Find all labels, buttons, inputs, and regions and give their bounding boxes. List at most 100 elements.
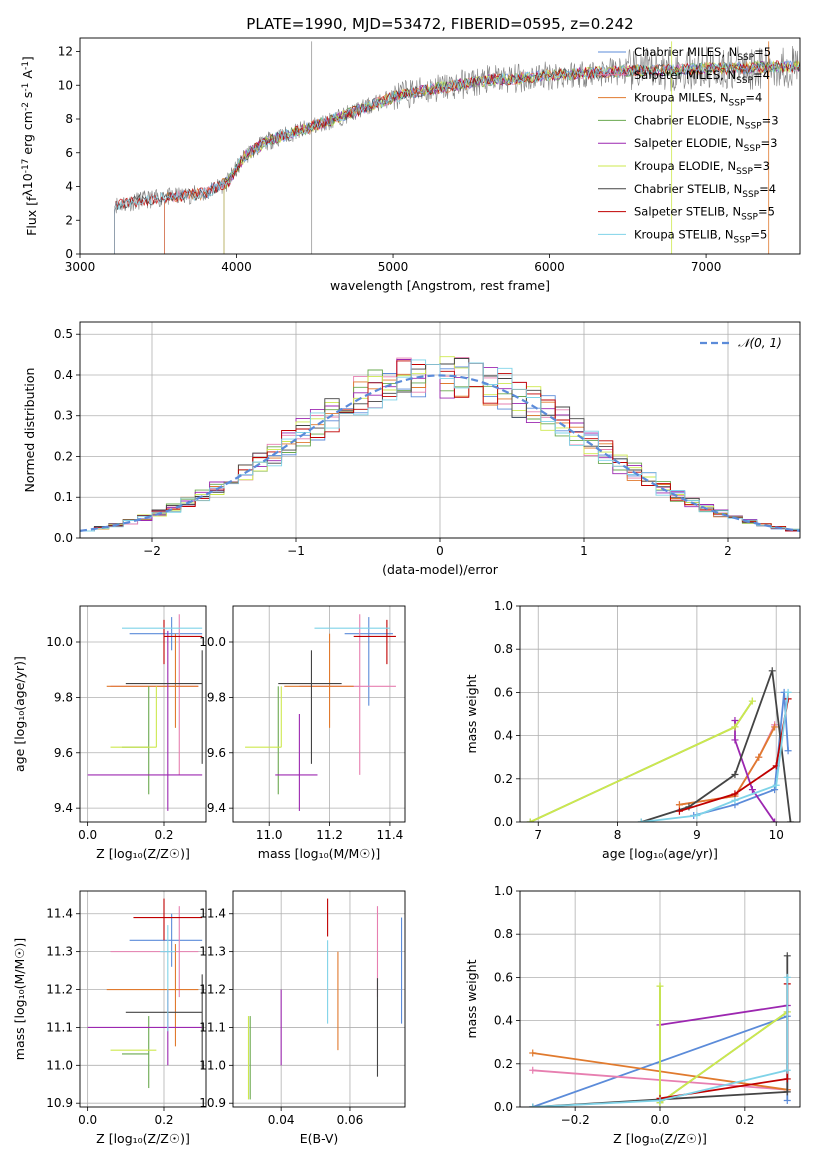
y-tick-label: 0.0: [54, 531, 73, 545]
x-axis-label: mass [log₁₀(M/M☉)]: [258, 846, 380, 861]
mass-weight-vs-metallicity-panel: −0.2 0.0 0.2 0.0 0.2 0.4 0.6 0.8 1.0 Z [log₁₀(Z/Z…: [464, 884, 801, 1146]
x-axis-label: Z [log₁₀(Z/Z☉)]: [96, 1131, 190, 1146]
weight-marker: [529, 1103, 537, 1107]
y-tick-label: 0.6: [494, 970, 513, 984]
y-tick-label: 11.4: [46, 907, 73, 921]
spectrum-panel: 3000 4000 5000 6000 7000 0 2 4 6 8 10 12 wavelength …: [20, 37, 801, 293]
model-spectrum: [114, 60, 800, 254]
y-axis-label: mass weight: [464, 959, 479, 1038]
weight-marker: [731, 736, 739, 744]
axes-frame: [79, 890, 207, 1108]
plot-area: [114, 41, 800, 254]
weight-marker: [783, 952, 791, 960]
y-tick-label: 0.4: [494, 1014, 513, 1028]
x-tick-label: 5000: [378, 260, 409, 274]
y-axis-label: Flux [fλ10-17 erg cm-2 s-1 A-1]: [20, 56, 39, 236]
axes-frame: [79, 605, 207, 823]
residual-histogram: [80, 359, 800, 532]
figure-title: PLATE=1990, MJD=53472, FIBERID=0595, z=0…: [246, 15, 633, 33]
x-tick-label: 0.0: [650, 1113, 669, 1127]
weight-marker: [783, 1066, 791, 1074]
plot-area: [529, 952, 791, 1107]
y-tick-label: 0.3: [54, 409, 73, 423]
weight-marker: [771, 723, 779, 731]
weight-marker: [675, 801, 683, 809]
x-tick-label: 10: [769, 828, 784, 842]
x-axis-label: age [log₁₀(age/yr)]: [602, 846, 718, 861]
legend-label: Chabrier STELIB, NSSP=4: [634, 182, 776, 200]
weight-marker: [731, 770, 739, 778]
y-tick-label: 0.4: [494, 729, 513, 743]
x-tick-label: 4000: [221, 260, 252, 274]
weight-marker: [755, 753, 763, 761]
legend-label: Chabrier MILES, NSSP=5: [634, 45, 771, 63]
plot-area: [245, 614, 396, 811]
legend-label: 𝒩(0, 1): [738, 336, 782, 350]
weight-line: [529, 700, 754, 822]
x-axis-label: Z [log₁₀(Z/Z☉)]: [96, 846, 190, 861]
mass-vs-ebv-panel: 0.04 0.06 10.9 11.0 11.1 11.2 11.3 11.4 E(B-V): [199, 890, 406, 1146]
y-tick-label: 9.8: [54, 690, 73, 704]
weight-marker: [675, 807, 683, 815]
x-tick-label: −2: [143, 544, 161, 558]
legend-label: Kroupa MILES, NSSP=4: [634, 91, 762, 109]
legend-label: Salpeter ELODIE, NSSP=3: [634, 136, 777, 154]
y-tick-label: 11.3: [46, 945, 73, 959]
x-tick-label: 0.2: [154, 828, 173, 842]
plot-area: [247, 898, 403, 1100]
weight-marker: [771, 818, 779, 822]
normal-curve: [80, 374, 800, 532]
weight-marker: [783, 973, 791, 981]
weight-line: [532, 977, 789, 1107]
y-tick-label: 11.0: [199, 1058, 226, 1072]
x-tick-label: 0.2: [154, 1113, 173, 1127]
weight-marker: [748, 697, 756, 705]
y-tick-label: 11.4: [199, 907, 226, 921]
x-axis-label: (data-model)/error: [382, 562, 499, 577]
axes-frame: [79, 321, 801, 539]
x-tick-label: 9: [693, 828, 701, 842]
plot-area: [80, 356, 800, 532]
legend-label: Chabrier ELODIE, NSSP=3: [634, 113, 779, 131]
y-tick-label: 0.5: [54, 327, 73, 341]
legend-label: Salpeter MILES, NSSP=4: [634, 68, 770, 86]
legend-label: Kroupa STELIB, NSSP=5: [634, 227, 767, 245]
y-tick-label: 0.4: [54, 368, 73, 382]
y-tick-label: 0.2: [494, 1057, 513, 1071]
plot-area: [87, 614, 203, 811]
weight-marker: [637, 818, 645, 822]
weight-marker: [731, 796, 739, 804]
y-tick-label: 11.2: [199, 983, 226, 997]
y-tick-label: 1.0: [494, 884, 513, 898]
x-axis-label: E(B-V): [300, 1131, 339, 1146]
weight-marker: [768, 667, 776, 675]
weight-marker: [731, 723, 739, 731]
y-axis-label: Normed distribution: [22, 368, 37, 493]
y-axis-label: mass [log₁₀(M/M☉)]: [12, 938, 27, 1060]
weight-marker: [656, 1097, 664, 1105]
legend-label: Salpeter STELIB, NSSP=5: [634, 205, 775, 223]
y-tick-label: 9.6: [207, 746, 226, 760]
plot-area: [526, 667, 794, 822]
axes-frame: [519, 605, 801, 823]
x-tick-label: 0.06: [337, 1113, 364, 1127]
y-tick-label: 11.0: [46, 1058, 73, 1072]
y-tick-label: 1.0: [494, 599, 513, 613]
weight-marker: [731, 790, 739, 798]
weight-marker: [783, 1097, 791, 1105]
x-tick-label: 11.0: [256, 828, 283, 842]
x-tick-label: 0.04: [268, 1113, 295, 1127]
plot-area: [87, 898, 203, 1089]
y-tick-label: 4: [65, 180, 73, 194]
y-tick-label: 10.0: [46, 635, 73, 649]
y-tick-label: 11.3: [199, 945, 226, 959]
y-tick-label: 10.0: [199, 635, 226, 649]
y-axis-label: mass weight: [464, 674, 479, 753]
weight-marker: [529, 1049, 537, 1057]
residual-histogram: [80, 359, 800, 532]
y-tick-label: 6: [65, 146, 73, 160]
weight-marker: [784, 688, 792, 696]
y-tick-label: 11.1: [46, 1020, 73, 1034]
weight-marker: [783, 1075, 791, 1083]
